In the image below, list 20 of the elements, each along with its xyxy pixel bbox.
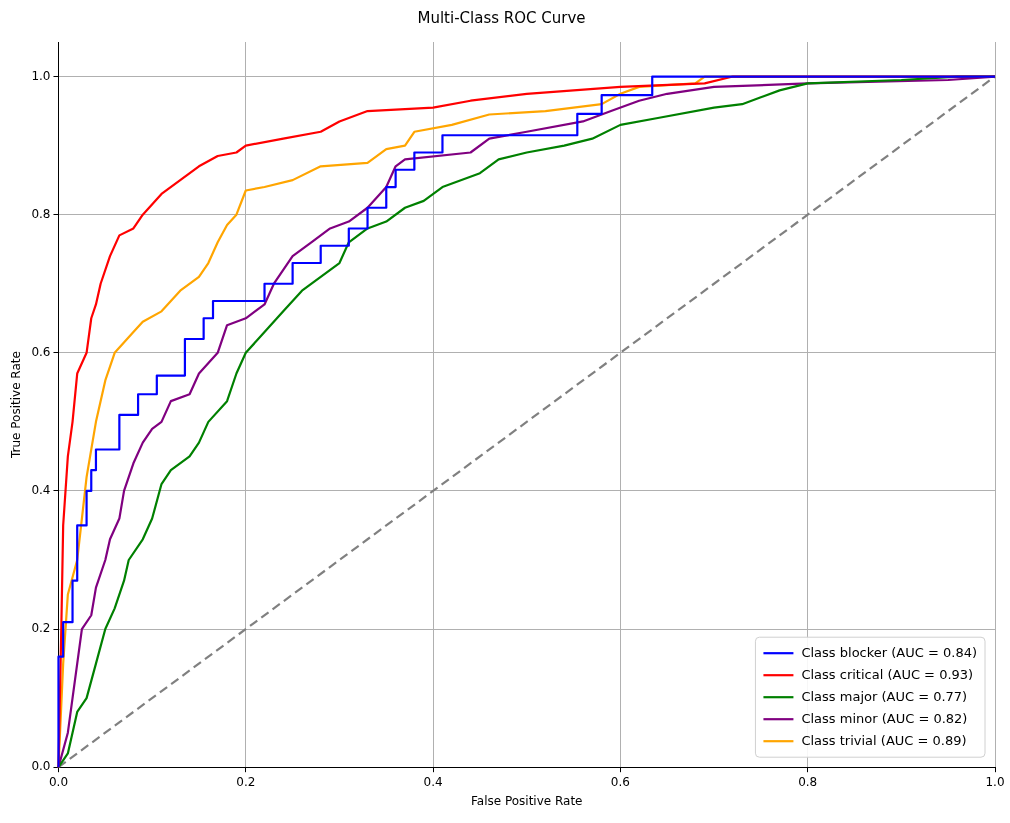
y-tick-label: 0.0 (31, 759, 51, 774)
x-axis-title: False Positive Rate (470, 793, 583, 808)
x-tick-label: 0.6 (610, 774, 630, 789)
legend-label: Class blocker (AUC = 0.84) (801, 644, 978, 660)
y-axis-title: True Positive Rate (9, 351, 24, 460)
legend-label: Class minor (AUC = 0.82) (801, 710, 968, 726)
y-tick-label: 0.6 (31, 344, 51, 359)
legend-label: Class trivial (AUC = 0.89) (801, 732, 967, 748)
x-tick-label: 1.0 (985, 774, 1005, 789)
x-tick-label: 0.8 (798, 774, 818, 789)
x-tick-label: 0.0 (48, 774, 69, 789)
x-tick-label: 0.4 (423, 774, 443, 789)
y-tick-label: 1.0 (31, 68, 51, 83)
y-tick-label: 0.8 (31, 206, 51, 221)
legend-label: Class major (AUC = 0.77) (801, 688, 968, 704)
y-tick-label: 0.4 (31, 483, 51, 498)
y-tick-label: 0.2 (31, 621, 51, 636)
chart-title: Multi-Class ROC Curve (417, 8, 586, 27)
legend-label: Class critical (AUC = 0.93) (801, 666, 974, 682)
x-tick-label: 0.2 (236, 774, 256, 789)
